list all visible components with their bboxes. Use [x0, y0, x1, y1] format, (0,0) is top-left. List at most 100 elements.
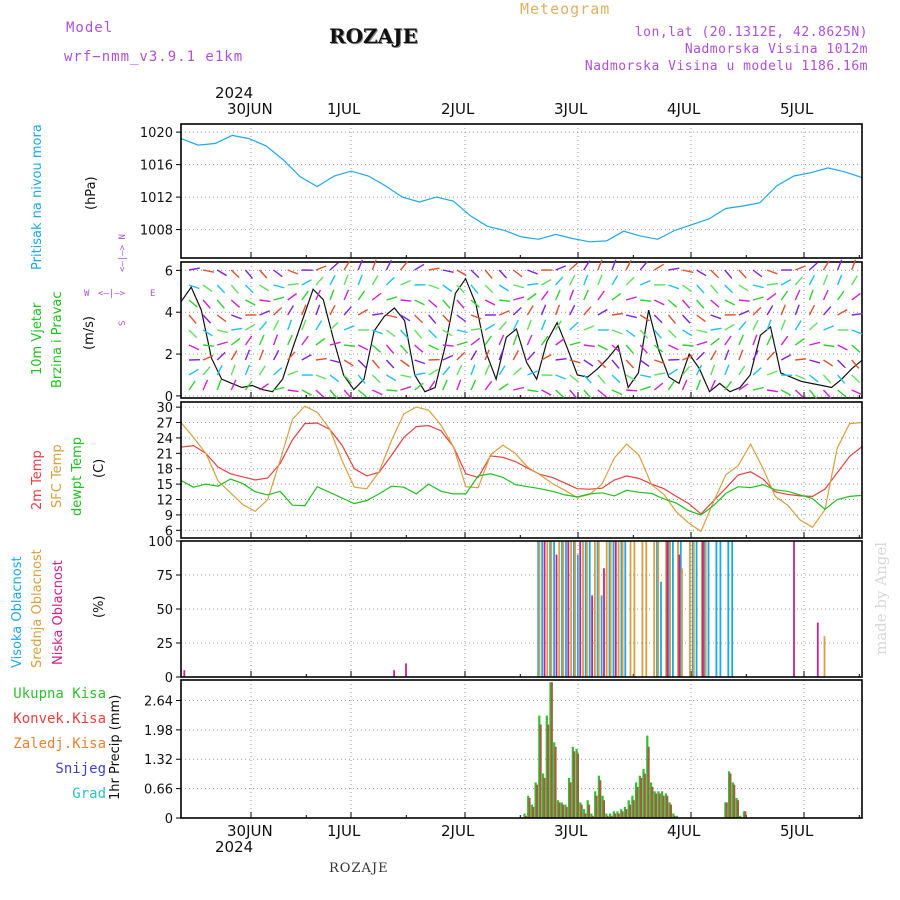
panel-3-bar-1-114: [633, 541, 636, 677]
wind-barb-0-7: [287, 269, 299, 275]
panel-3-bar-0-129: [691, 541, 694, 677]
wind-barb-2-27: [569, 289, 575, 301]
wind-barb-4-21: [484, 323, 495, 331]
wind-barb-0-17: [428, 267, 440, 271]
wind-barb-5-21: [484, 335, 492, 346]
wind-barb-7-17: [428, 368, 439, 376]
bottom-day-4: 4JUL: [667, 822, 701, 840]
panel-4-bar-1-122: [636, 786, 639, 818]
wind-barb-1-10: [329, 274, 336, 286]
wind-barb-0-18: [442, 269, 454, 273]
wind-barb-1-15: [400, 279, 411, 286]
panel-3-bar-0-126: [679, 541, 682, 677]
wind-barb-8-14: [386, 389, 398, 392]
wind-barb-2-39: [738, 299, 750, 302]
wind-barb-2-21: [484, 299, 496, 306]
panel-4-bar-0-112: [597, 775, 600, 818]
wind-barb-2-31: [625, 296, 637, 301]
wind-barb-7-36: [695, 364, 703, 376]
wind-barb-8-32: [639, 385, 651, 391]
wind-barb-1-0: [188, 284, 200, 290]
wind-barb-6-4: [244, 349, 251, 361]
wind-barb-7-22: [498, 365, 506, 376]
wind-barb-2-7: [287, 292, 298, 301]
wind-barb-5-3: [230, 337, 241, 346]
panel-4-bar-1-95: [535, 784, 538, 818]
panel-4-bar-0-104: [568, 777, 571, 818]
wind-barb-6-15: [400, 359, 410, 368]
panel-4-ytick-label-1: 0.66: [144, 783, 173, 798]
panel-3-bar-1-120: [657, 541, 660, 677]
panel-3-bar-0-108: [608, 541, 611, 677]
wind-barb-1-30: [611, 275, 619, 286]
wind-barb-6-33: [654, 359, 665, 365]
wind-barb-7-27: [569, 374, 579, 383]
model-label: Model: [66, 20, 114, 36]
wind-barb-2-45: [822, 289, 829, 301]
panel-3-bar-0-111: [620, 541, 623, 677]
wind-barb-6-12: [357, 359, 367, 369]
panel-4-bar-1-113: [602, 800, 605, 818]
wind-barb-5-13: [371, 344, 382, 353]
panel-3-bar-0-135: [715, 541, 718, 677]
panel-4-ytick-label-4: 2.64: [144, 694, 173, 709]
wind-barb-4-0: [188, 329, 198, 339]
wind-barb-5-27: [569, 341, 581, 346]
wind-barb-8-3: [230, 379, 237, 391]
top-day-3: 3JUL: [554, 100, 588, 118]
compass-east: E: [150, 289, 156, 299]
wind-barb-1-35: [682, 284, 692, 293]
panel-4-bar-1-117: [617, 813, 620, 818]
wind-barb-8-30: [611, 389, 623, 396]
wind-barb-1-24: [527, 282, 539, 286]
wind-barb-3-47: [851, 312, 863, 316]
panel-1-ytick-label-1: 2: [165, 348, 173, 363]
wind-barb-4-40: [752, 319, 759, 331]
wind-barb-4-14: [385, 329, 396, 338]
panel-2-frame: [180, 401, 863, 539]
panel-4-bar-0-147: [728, 771, 731, 818]
wind-barb-4-43: [794, 320, 802, 331]
panel-4-bar-1-102: [561, 804, 565, 818]
wind-barb-1-5: [259, 284, 270, 292]
panel-4-bar-1-104: [569, 782, 572, 818]
wind-barbs: [188, 259, 863, 399]
wind-barb-2-3: [230, 299, 240, 308]
wind-barb-7-16: [414, 372, 426, 376]
top-day-2: 2JUL: [441, 100, 475, 118]
wind-barb-0-22: [498, 269, 508, 279]
wind-barb-1-43: [794, 276, 804, 286]
wind-barb-3-33: [653, 314, 663, 324]
wind-barb-6-29: [597, 359, 607, 369]
panel-4-bar-0-148: [731, 782, 734, 818]
panel-4-bar-0-105: [571, 746, 574, 818]
wind-barb-1-18: [442, 284, 453, 293]
panel-4-bar-0-100: [553, 742, 556, 818]
footer-station: ROZAJE: [329, 861, 389, 876]
panel-4-ytick-label-0: 0: [165, 812, 173, 827]
wind-barb-8-29: [597, 389, 607, 398]
legend-freezing-rain: Zaledj.Kisa: [13, 736, 106, 752]
wind-barb-6-28: [583, 359, 594, 367]
panel-3-bar-1-108: [609, 541, 612, 677]
wind-barb-2-5: [259, 299, 271, 303]
wind-barb-0-21: [484, 269, 493, 279]
panel-4-frame: [180, 679, 863, 819]
wind-barb-3-15: [400, 314, 411, 322]
wind-barb-4-27: [569, 321, 579, 331]
wind-barb-0-4: [244, 269, 254, 279]
panel-4-bar-1-149: [736, 800, 739, 818]
wind-barb-7-7: [287, 370, 299, 376]
wind-barb-2-35: [681, 299, 691, 309]
panel-4-bar-0-127: [653, 791, 656, 818]
panel-1-ytick-label-3: 6: [165, 264, 173, 279]
wind-barb-1-1: [202, 284, 213, 292]
panel-4-bar-1-112: [599, 780, 602, 818]
panel-0-ytick-label-0: 1008: [140, 224, 173, 239]
panel-4-bar-1-132: [673, 815, 676, 818]
panel-4-bar-1-99: [550, 682, 553, 818]
panel-3-bar-0-121: [660, 581, 662, 677]
lonlat-label: lon,lat (20.1312E, 42.8625N): [634, 25, 868, 40]
wind-barb-8-12: [357, 389, 368, 398]
